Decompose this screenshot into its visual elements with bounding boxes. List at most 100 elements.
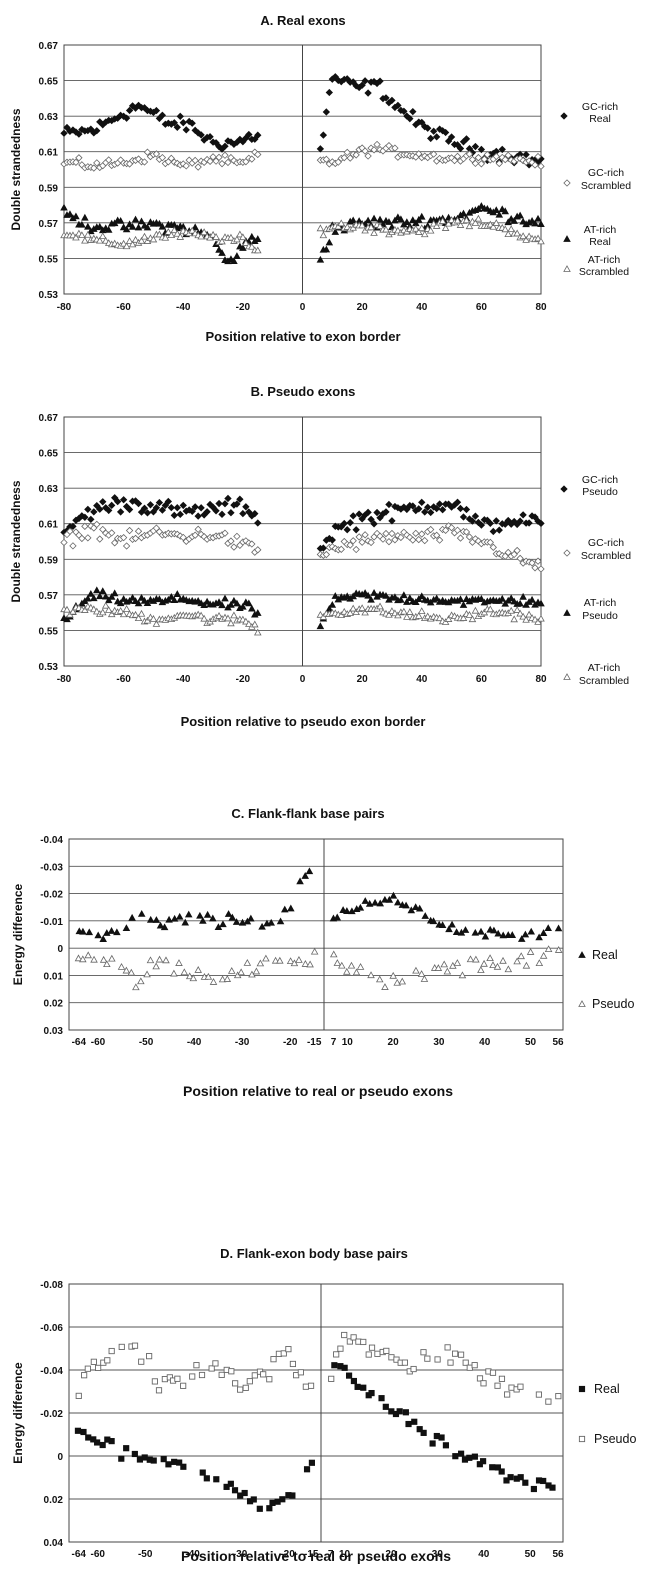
data-point — [434, 1356, 441, 1363]
data-point — [435, 614, 444, 622]
data-point — [137, 236, 146, 244]
data-point — [90, 955, 98, 963]
data-point — [81, 606, 89, 613]
data-point — [352, 545, 360, 554]
data-point — [233, 500, 241, 508]
data-point — [397, 595, 405, 603]
legend-label: AT-rich — [584, 224, 617, 236]
data-point — [95, 1364, 102, 1371]
data-point — [389, 891, 398, 899]
legend-label: AT-rich — [588, 254, 621, 266]
data-point — [224, 910, 233, 917]
x-tick-label: 56 — [552, 1037, 564, 1048]
data-point — [394, 101, 402, 110]
data-point — [432, 594, 441, 602]
data-point — [138, 1358, 145, 1365]
data-point — [66, 527, 74, 535]
data-point — [167, 231, 176, 239]
data-point — [333, 1351, 340, 1358]
legend-marker — [563, 673, 571, 680]
data-point — [176, 233, 185, 240]
data-point — [370, 77, 378, 86]
data-point — [196, 911, 204, 919]
data-point — [239, 244, 247, 251]
data-point — [554, 946, 563, 953]
data-point — [188, 507, 196, 516]
data-point — [444, 522, 453, 530]
data-point — [128, 240, 137, 248]
data-point — [200, 228, 208, 236]
data-point — [435, 500, 444, 508]
legend-marker — [563, 179, 571, 187]
data-point — [521, 930, 530, 938]
data-point — [137, 977, 145, 985]
y-tick-label: 0.53 — [39, 290, 59, 301]
data-point — [119, 239, 128, 247]
data-point — [537, 220, 545, 228]
data-point — [251, 148, 259, 156]
data-point — [60, 129, 68, 137]
data-point — [417, 224, 426, 231]
data-point — [522, 235, 530, 243]
data-point — [513, 606, 521, 613]
data-point — [233, 599, 241, 607]
data-point — [456, 144, 465, 153]
data-point — [241, 1489, 248, 1497]
data-point — [334, 222, 343, 230]
data-point — [176, 1459, 183, 1466]
data-point — [365, 1351, 372, 1358]
data-point — [194, 512, 202, 520]
data-point — [116, 606, 125, 614]
data-point — [472, 955, 480, 963]
data-point — [134, 527, 143, 535]
data-point — [480, 959, 488, 967]
data-point — [322, 245, 331, 253]
data-point — [492, 152, 500, 161]
data-point — [367, 595, 375, 603]
legend-marker — [563, 235, 571, 242]
data-point — [279, 1496, 286, 1503]
data-point — [123, 1445, 130, 1452]
data-point — [95, 592, 104, 600]
data-point — [93, 607, 101, 615]
data-point — [414, 228, 423, 235]
data-point — [74, 1427, 82, 1434]
data-point — [516, 154, 524, 163]
data-point — [151, 1378, 158, 1385]
data-point — [477, 202, 486, 209]
data-point — [442, 1442, 450, 1449]
data-point — [246, 1378, 253, 1385]
data-point — [440, 960, 448, 968]
data-point — [191, 156, 199, 165]
data-point — [119, 496, 128, 504]
data-point — [224, 494, 232, 503]
data-point — [158, 222, 167, 230]
data-point — [84, 222, 92, 230]
data-point — [430, 150, 438, 158]
y-axis-label: Double strandedness — [9, 480, 23, 602]
data-point — [119, 595, 128, 602]
data-point — [254, 519, 262, 527]
data-point — [289, 1492, 296, 1499]
data-point — [412, 224, 420, 232]
data-point — [191, 531, 199, 539]
data-point — [555, 1393, 562, 1400]
data-point — [224, 158, 232, 167]
data-point — [343, 148, 351, 157]
data-point — [519, 592, 527, 600]
data-point — [161, 233, 170, 241]
data-point — [385, 500, 393, 509]
data-point — [466, 1454, 473, 1461]
data-point — [457, 1351, 465, 1358]
data-point — [489, 222, 498, 230]
data-point — [354, 1383, 361, 1390]
data-point — [69, 522, 77, 531]
data-point — [316, 145, 325, 153]
data-point — [242, 537, 250, 545]
data-point — [432, 222, 441, 229]
data-point — [84, 534, 92, 542]
data-point — [170, 914, 179, 922]
